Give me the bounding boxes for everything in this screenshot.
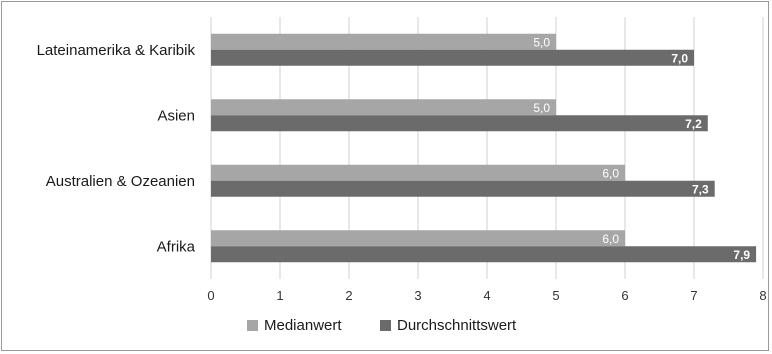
x-tick-label: 1: [276, 288, 283, 303]
bar-durchschnittswert: [211, 180, 715, 197]
legend-swatch: [247, 320, 258, 331]
data-label: 7,3: [692, 182, 709, 196]
data-label: 5,0: [533, 101, 550, 115]
bar-durchschnittswert: [211, 115, 708, 132]
data-label: 7,9: [733, 248, 750, 262]
x-tick-label: 7: [690, 288, 697, 303]
x-tick-label: 6: [621, 288, 628, 303]
x-tick-label: 3: [414, 288, 421, 303]
category-label: Lateinamerika & Karibik: [37, 42, 196, 59]
data-label: 7,2: [685, 117, 702, 131]
bar-durchschnittswert: [211, 49, 694, 66]
data-label: 7,0: [671, 51, 688, 65]
data-label: 6,0: [602, 232, 619, 246]
legend-label: Medianwert: [264, 317, 342, 334]
category-label: Australien & Ozeanien: [46, 173, 195, 190]
data-label: 5,0: [533, 35, 550, 49]
category-label: Afrika: [157, 238, 196, 255]
bar-medianwert: [211, 33, 556, 50]
x-tick-label: 8: [759, 288, 766, 303]
legend-swatch: [380, 320, 391, 331]
data-label: 6,0: [602, 166, 619, 180]
bar-medianwert: [211, 164, 625, 181]
bar-medianwert: [211, 230, 625, 247]
x-tick-label: 0: [207, 288, 214, 303]
legend-label: Durchschnittswert: [397, 317, 517, 334]
bar-medianwert: [211, 99, 556, 116]
x-tick-label: 2: [345, 288, 352, 303]
x-tick-label: 5: [552, 288, 559, 303]
bar-durchschnittswert: [211, 246, 757, 263]
category-label: Asien: [157, 107, 195, 124]
x-tick-label: 4: [483, 288, 490, 303]
